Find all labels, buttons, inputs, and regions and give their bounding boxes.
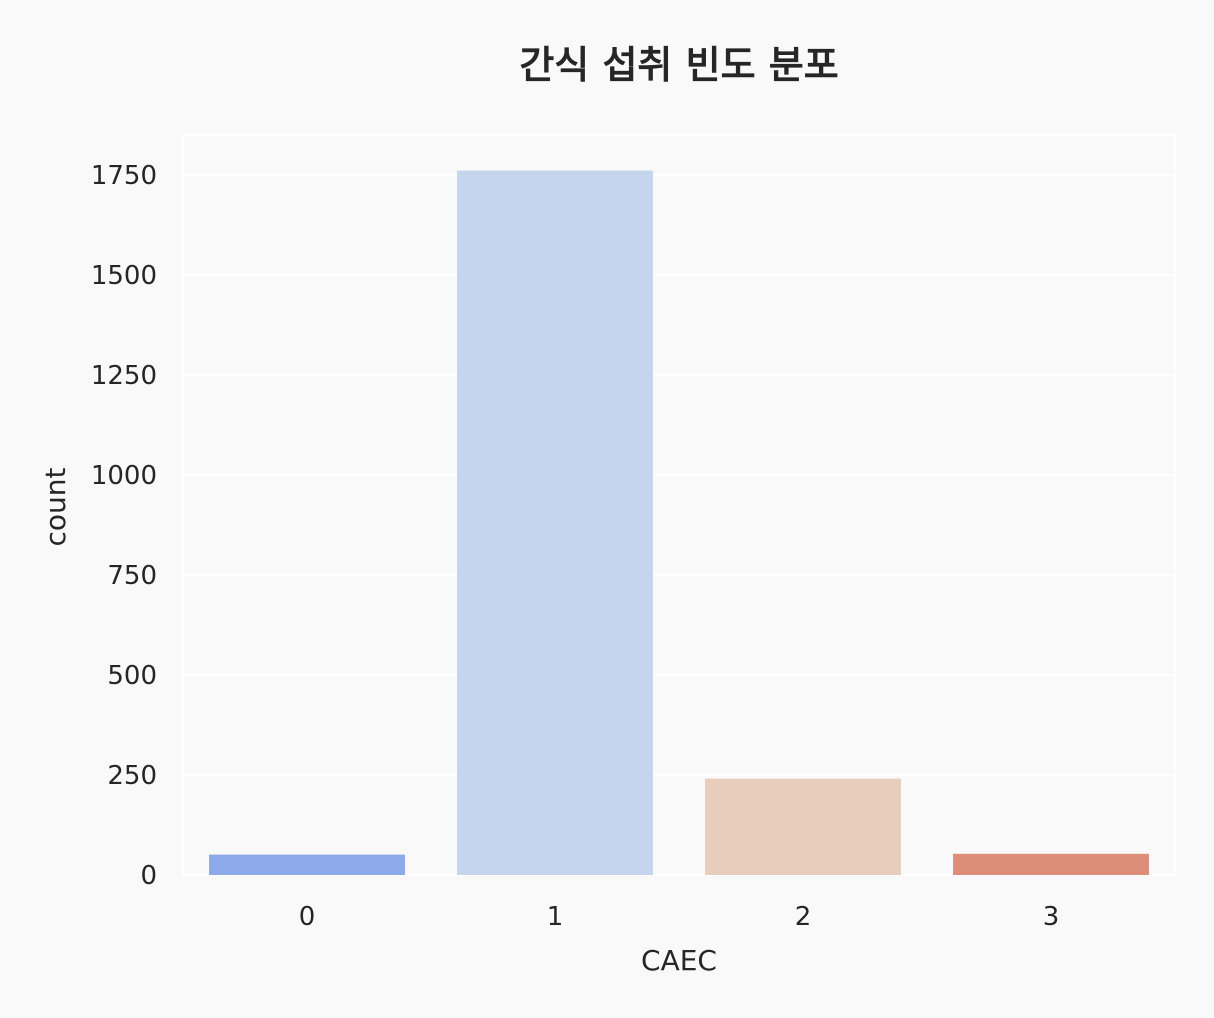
x-axis-label: CAEC — [641, 944, 717, 977]
chart-title: 간식 섭취 빈도 분포 — [519, 43, 838, 87]
y-axis-label: count — [39, 467, 72, 546]
x-tick-label: 2 — [795, 902, 812, 932]
y-tick-label: 250 — [107, 761, 157, 791]
bar-1 — [457, 170, 653, 876]
y-axis-ticks: 0 250 500 750 1000 1250 1500 1750 — [91, 161, 157, 891]
y-tick-label: 1750 — [91, 161, 157, 191]
bar-0 — [209, 854, 405, 875]
x-axis-ticks: 0 1 2 3 — [299, 902, 1060, 932]
y-tick-label: 500 — [107, 661, 157, 691]
bars — [209, 170, 1149, 876]
x-tick-label: 1 — [547, 902, 564, 932]
x-tick-label: 0 — [299, 902, 316, 932]
bar-3 — [953, 853, 1149, 875]
y-tick-label: 1250 — [91, 361, 157, 391]
y-tick-label: 1500 — [91, 261, 157, 291]
plot-area — [182, 134, 1176, 876]
y-tick-label: 750 — [107, 561, 157, 591]
y-tick-label: 1000 — [91, 461, 157, 491]
x-tick-label: 3 — [1043, 902, 1060, 932]
bar-2 — [705, 778, 901, 875]
y-tick-label: 0 — [140, 861, 157, 891]
